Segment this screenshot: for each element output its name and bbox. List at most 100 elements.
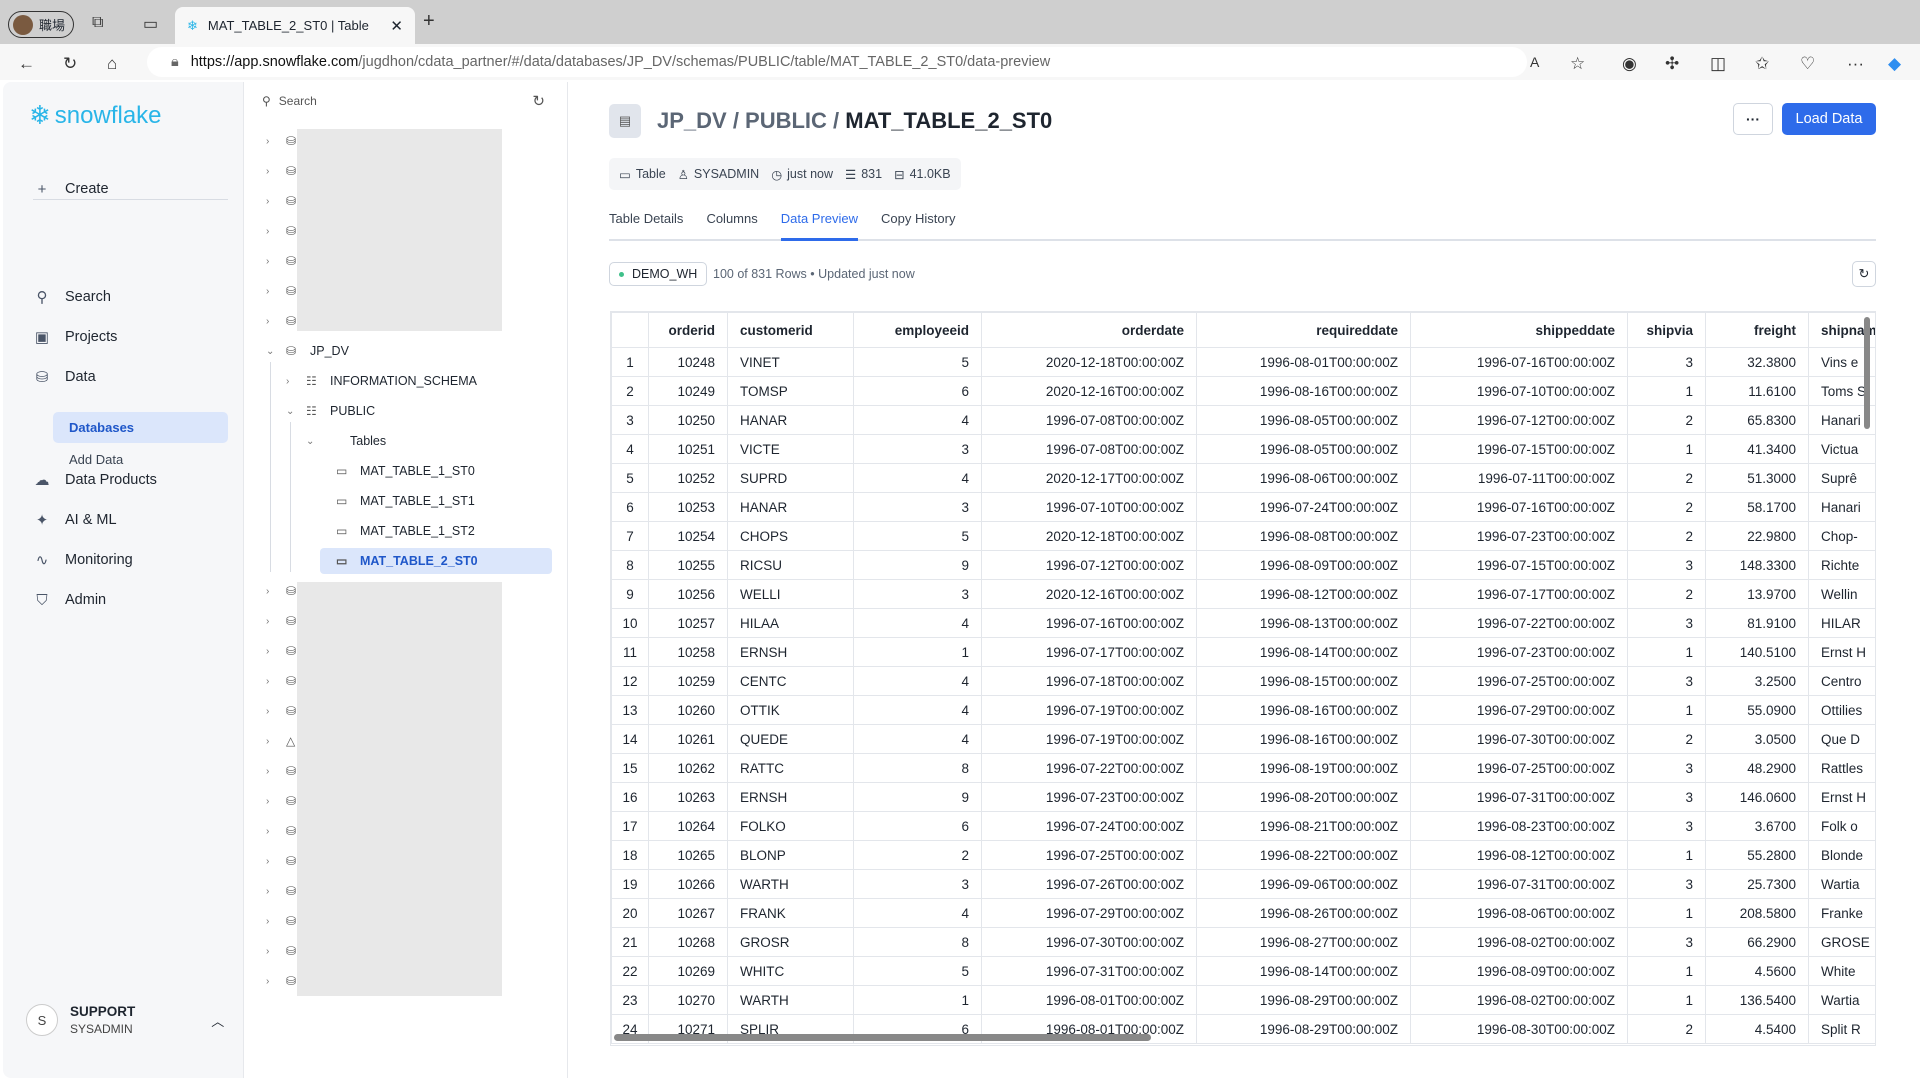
cell-shippeddate[interactable]: 1996-08-23T00:00:00Z: [1410, 811, 1628, 841]
cell-orderdate[interactable]: 1996-07-18T00:00:00Z: [981, 666, 1197, 696]
cell-shipnam[interactable]: Ottilies: [1808, 695, 1875, 725]
cell-employeeid[interactable]: 4: [853, 463, 982, 493]
cell-index[interactable]: 14: [611, 724, 649, 754]
copilot-icon[interactable]: ◆: [1888, 54, 1902, 73]
cell-employeeid[interactable]: 4: [853, 608, 982, 638]
cell-shipvia[interactable]: 1: [1627, 956, 1706, 986]
cell-index[interactable]: 8: [611, 550, 649, 580]
cell-customerid[interactable]: FOLKO: [727, 811, 854, 841]
tree-item-database[interactable]: › ⛁: [266, 218, 300, 244]
table-row[interactable]: 1 10248 VINET 5 2020-12-18T00:00:00Z 1996-08-…: [611, 347, 1875, 377]
cell-shipvia[interactable]: 2: [1627, 405, 1706, 435]
cell-employeeid[interactable]: 1: [853, 985, 982, 1015]
tab-columns[interactable]: Columns: [706, 211, 758, 226]
cell-orderdate[interactable]: 2020-12-18T00:00:00Z: [981, 347, 1197, 377]
browser-tab[interactable]: ❄ MAT_TABLE_2_ST0 | Table ✕: [175, 7, 415, 44]
cell-employeeid[interactable]: 4: [853, 405, 982, 435]
cell-orderdate[interactable]: 1996-07-19T00:00:00Z: [981, 695, 1197, 725]
tree-item-database[interactable]: › ⛁: [266, 638, 300, 664]
table-row[interactable]: 9 10256 WELLI 3 2020-12-16T00:00:00Z 1996-08-…: [611, 579, 1875, 609]
cell-shipnam[interactable]: Richte: [1808, 550, 1875, 580]
cell-requireddate[interactable]: 1996-08-05T00:00:00Z: [1196, 434, 1411, 464]
cell-freight[interactable]: 55.0900: [1705, 695, 1809, 725]
read-aloud-icon[interactable]: A: [1530, 54, 1540, 70]
table-row[interactable]: 7 10254 CHOPS 5 2020-12-18T00:00:00Z 1996-08-…: [611, 521, 1875, 551]
column-header-requireddate[interactable]: requireddate: [1196, 312, 1411, 348]
chevron-right-icon[interactable]: ›: [266, 765, 270, 777]
cell-employeeid[interactable]: 8: [853, 753, 982, 783]
cell-shipnam[interactable]: Franke: [1808, 898, 1875, 928]
cell-index[interactable]: 3: [611, 405, 649, 435]
chevron-right-icon[interactable]: ›: [266, 705, 270, 717]
cell-employeeid[interactable]: 5: [853, 956, 982, 986]
cell-shipvia[interactable]: 2: [1627, 463, 1706, 493]
cell-index[interactable]: 6: [611, 492, 649, 522]
table-row[interactable]: 3 10250 HANAR 4 1996-07-08T00:00:00Z 1996-08-…: [611, 405, 1875, 435]
cell-shippeddate[interactable]: 1996-07-12T00:00:00Z: [1410, 405, 1628, 435]
horizontal-scrollbar[interactable]: [614, 1034, 1151, 1041]
extensions-icon[interactable]: ✣: [1665, 54, 1680, 73]
cell-shipvia[interactable]: 3: [1627, 811, 1706, 841]
cell-orderid[interactable]: 10262: [648, 753, 728, 783]
column-header-customerid[interactable]: customerid: [727, 312, 854, 348]
table-row[interactable]: 20 10267 FRANK 4 1996-07-29T00:00:00Z 1996-08…: [611, 898, 1875, 928]
cell-orderdate[interactable]: 2020-12-16T00:00:00Z: [981, 579, 1197, 609]
cell-shipvia[interactable]: 1: [1627, 695, 1706, 725]
cell-orderid[interactable]: 10266: [648, 869, 728, 899]
cell-shipnam[interactable]: HILAR: [1808, 608, 1875, 638]
breadcrumb[interactable]: JP_DV / PUBLIC /: [657, 108, 846, 133]
cell-freight[interactable]: 11.6100: [1705, 376, 1809, 406]
table-row[interactable]: 4 10251 VICTE 3 1996-07-08T00:00:00Z 1996-08-…: [611, 434, 1875, 464]
tree-item-database[interactable]: › ⛁: [266, 848, 300, 874]
cell-shippeddate[interactable]: 1996-08-09T00:00:00Z: [1410, 956, 1628, 986]
tree-item-database[interactable]: › ⛁: [266, 158, 300, 184]
collections-icon[interactable]: ⧉: [92, 14, 104, 31]
cell-shipvia[interactable]: 2: [1627, 521, 1706, 551]
cell-shippeddate[interactable]: 1996-07-15T00:00:00Z: [1410, 434, 1628, 464]
column-header-shippeddate[interactable]: shippeddate: [1410, 312, 1628, 348]
cell-freight[interactable]: 3.0500: [1705, 724, 1809, 754]
new-tab-icon[interactable]: +: [423, 10, 435, 32]
cell-customerid[interactable]: WARTH: [727, 869, 854, 899]
sidebar-subitem-databases[interactable]: Databases: [53, 412, 228, 443]
sidebar-item-admin[interactable]: ⛉ Admin: [33, 586, 106, 614]
cell-freight[interactable]: 3.6700: [1705, 811, 1809, 841]
cell-shipnam[interactable]: Ernst H: [1808, 782, 1875, 812]
tree-item-table[interactable]: ▭ MAT_TABLE_1_ST1: [336, 488, 475, 514]
cell-orderdate[interactable]: 1996-07-29T00:00:00Z: [981, 898, 1197, 928]
cell-orderid[interactable]: 10259: [648, 666, 728, 696]
chevron-right-icon[interactable]: ›: [266, 915, 270, 927]
cell-freight[interactable]: 32.3800: [1705, 347, 1809, 377]
split-screen-icon[interactable]: ◫: [1710, 54, 1727, 73]
chevron-right-icon[interactable]: ›: [266, 975, 270, 987]
cell-orderdate[interactable]: 1996-07-10T00:00:00Z: [981, 492, 1197, 522]
cell-orderdate[interactable]: 1996-07-25T00:00:00Z: [981, 840, 1197, 870]
cell-requireddate[interactable]: 1996-08-16T00:00:00Z: [1196, 724, 1411, 754]
chevron-right-icon[interactable]: ›: [266, 195, 270, 207]
cell-index[interactable]: 19: [611, 869, 649, 899]
chevron-right-icon[interactable]: ›: [286, 375, 290, 387]
cell-customerid[interactable]: FRANK: [727, 898, 854, 928]
cell-orderdate[interactable]: 1996-07-12T00:00:00Z: [981, 550, 1197, 580]
cell-requireddate[interactable]: 1996-08-27T00:00:00Z: [1196, 927, 1411, 957]
cell-index[interactable]: 20: [611, 898, 649, 928]
cell-orderdate[interactable]: 1996-07-31T00:00:00Z: [981, 956, 1197, 986]
tab-table-details[interactable]: Table Details: [609, 211, 684, 226]
cell-shipvia[interactable]: 3: [1627, 347, 1706, 377]
table-row[interactable]: 22 10269 WHITC 5 1996-07-31T00:00:00Z 1996-08…: [611, 956, 1875, 986]
cell-shipnam[interactable]: Blonde: [1808, 840, 1875, 870]
cell-index[interactable]: 1: [611, 347, 649, 377]
cell-employeeid[interactable]: 5: [853, 521, 982, 551]
object-search-input[interactable]: ⚲ Search: [262, 94, 317, 108]
column-header-freight[interactable]: freight: [1705, 312, 1809, 348]
cell-freight[interactable]: 148.3300: [1705, 550, 1809, 580]
cell-customerid[interactable]: HILAA: [727, 608, 854, 638]
table-row[interactable]: 24 10271 SPLIR 6 1996-08-01T00:00:00Z 1996-08…: [611, 1014, 1875, 1044]
chevron-right-icon[interactable]: ›: [266, 585, 270, 597]
back-icon[interactable]: ←: [18, 54, 35, 73]
cell-employeeid[interactable]: 1: [853, 637, 982, 667]
column-header-employeeid[interactable]: employeeid: [853, 312, 982, 348]
cell-freight[interactable]: 58.1700: [1705, 492, 1809, 522]
tree-item-jp-dv[interactable]: ⌄ ⛁ JP_DV: [266, 338, 349, 364]
chevron-right-icon[interactable]: ›: [266, 645, 270, 657]
